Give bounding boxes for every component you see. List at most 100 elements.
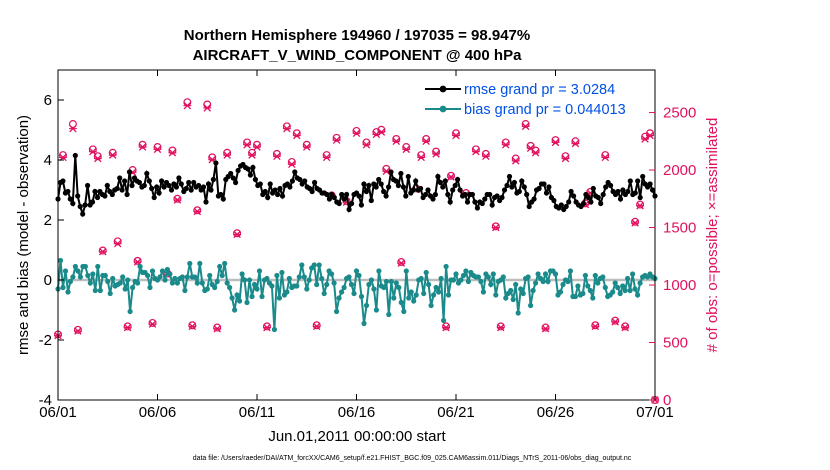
obs-assimilated-marker <box>332 136 341 144</box>
obs-possible-marker <box>272 149 281 158</box>
bias-point <box>582 272 589 279</box>
bias-point <box>157 274 163 280</box>
bias-point <box>339 289 345 295</box>
bias-point <box>393 280 399 286</box>
rmse-point <box>166 182 172 189</box>
obs-assimilated-marker <box>168 149 177 157</box>
rmse-point <box>312 179 318 186</box>
bias-point <box>105 278 111 285</box>
bias-point <box>299 262 305 268</box>
bias-point <box>617 290 623 297</box>
obs-assimilated-marker <box>377 128 386 136</box>
rmse-point <box>504 182 510 189</box>
bias-point <box>426 281 432 288</box>
obs-possible-marker <box>188 321 197 330</box>
rmse-point <box>526 203 532 210</box>
obs-possible-marker <box>541 323 550 332</box>
x-tick-label: 06/26 <box>537 404 575 421</box>
bias-point <box>592 272 598 279</box>
bias-point <box>174 280 180 286</box>
rmse-point <box>200 184 207 190</box>
bias-point <box>453 271 459 277</box>
y-axis-label: rmse and bias (model - observation) <box>15 115 32 355</box>
rmse-point <box>361 181 367 187</box>
bias-point <box>319 275 325 282</box>
obs-possible-marker <box>526 141 535 150</box>
rmse-point <box>289 178 295 184</box>
bias-point <box>57 257 64 264</box>
bias-point <box>60 284 66 291</box>
rmse-point <box>109 191 115 198</box>
bias-point <box>493 292 499 298</box>
bias-point <box>401 308 407 315</box>
obs-possible-marker <box>108 148 117 157</box>
rmse-point <box>445 191 451 198</box>
bias-point <box>331 280 337 286</box>
rmse-point <box>136 179 142 186</box>
obs-possible-marker <box>382 164 391 173</box>
obs-assimilated-marker <box>432 150 441 158</box>
rmse-point <box>585 194 592 201</box>
bias-point <box>296 274 302 280</box>
bias-point <box>127 308 133 315</box>
bias-point <box>222 260 228 267</box>
rmse-point <box>287 184 293 190</box>
obs-assimilated-marker <box>511 157 520 165</box>
bias-point <box>528 302 534 309</box>
y-axis-ticks: -4 -2 0 2 4 6 <box>39 92 64 409</box>
obs-assimilated-marker <box>213 324 222 333</box>
y-tick-label: 2 <box>44 212 52 229</box>
bias-point <box>540 278 546 285</box>
bias-point <box>227 284 233 291</box>
rmse-point <box>462 191 468 198</box>
obs-possible-marker <box>392 134 401 143</box>
bias-point <box>162 277 168 283</box>
rmse-point <box>509 184 515 190</box>
bias-point <box>182 287 188 294</box>
bias-point <box>381 284 387 291</box>
rmse-point <box>615 188 621 195</box>
rmse-point <box>494 193 500 199</box>
obs-assimilated-marker <box>452 131 460 140</box>
rmse-point <box>119 187 125 193</box>
rmse-point <box>159 178 165 184</box>
bias-point <box>336 295 342 301</box>
obs-possible-marker <box>322 151 331 160</box>
rmse-point <box>67 196 73 202</box>
obs-assimilated-marker <box>551 138 560 147</box>
obs-possible-marker <box>521 120 530 129</box>
rmse-point <box>104 182 110 189</box>
bias-point <box>391 295 397 301</box>
rmse-point <box>423 191 429 198</box>
rmse-point <box>430 196 436 202</box>
rmse-point <box>568 188 574 195</box>
bias-point <box>214 278 220 285</box>
y2-axis-label: # of obs: o=possible; ×=assimilated <box>704 118 721 353</box>
bias-point <box>488 281 494 288</box>
bias-point <box>87 280 93 286</box>
obs-possible-marker <box>123 322 132 331</box>
bias-point <box>356 272 362 279</box>
rmse-point <box>521 184 527 190</box>
bias-point <box>485 274 491 280</box>
rmse-point <box>566 199 572 205</box>
rmse-point <box>326 196 332 202</box>
bias-point <box>137 263 143 270</box>
bias-point <box>229 295 235 301</box>
bias-point <box>75 268 81 274</box>
bias-point <box>259 293 265 300</box>
bias-point <box>184 274 190 280</box>
rmse-point <box>144 170 150 177</box>
obs-assimilated-marker <box>541 324 550 333</box>
bias-point <box>274 272 280 279</box>
obs-possible-marker <box>571 137 580 146</box>
obs-assimilated-marker <box>591 322 600 331</box>
chart-subtitle: AIRCRAFT_V_WIND_COMPONENT @ 400 hPa <box>193 47 523 64</box>
rmse-point <box>620 187 626 193</box>
obs-assimilated-marker <box>312 322 321 331</box>
bias-point <box>242 277 248 283</box>
obs-assimilated-marker <box>193 207 202 216</box>
rmse-point <box>245 166 251 172</box>
obs-assimilated-marker <box>521 122 530 131</box>
bias-point <box>130 284 136 291</box>
